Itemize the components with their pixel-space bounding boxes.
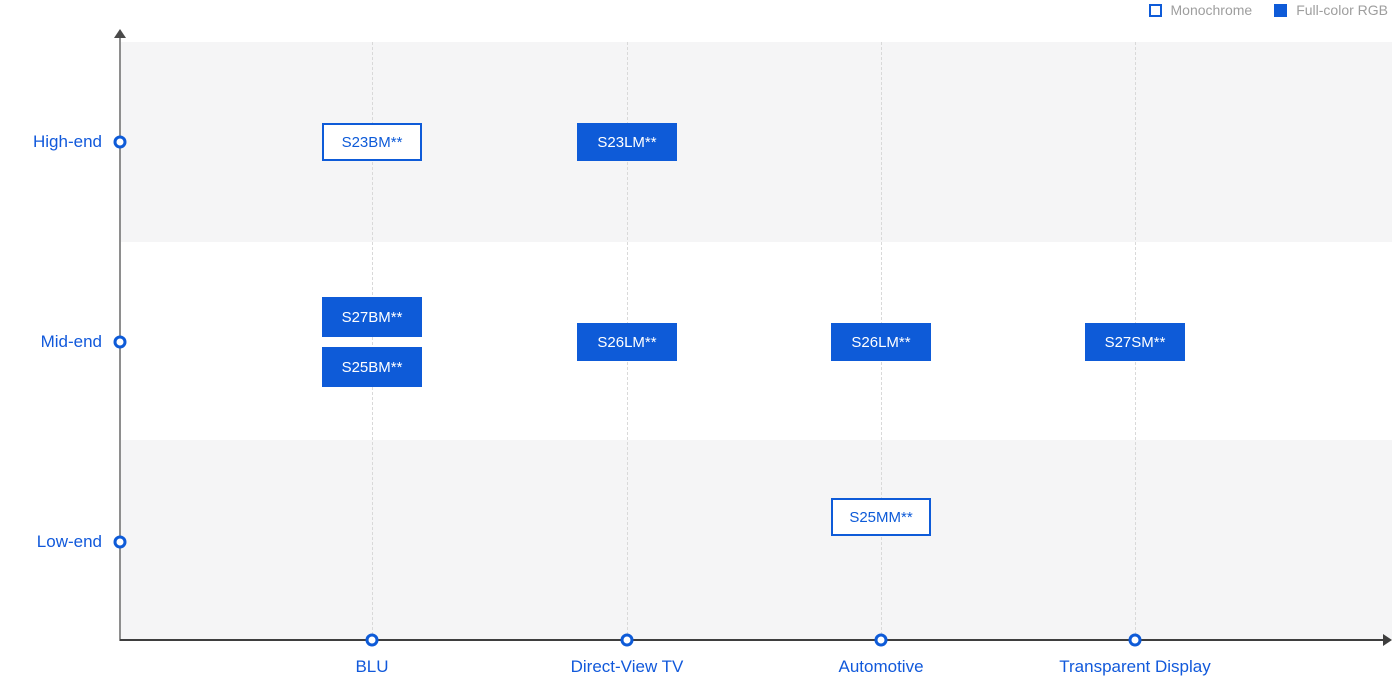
product-box-s23lm: S23LM**: [577, 123, 677, 161]
x-label-blu: BLU: [355, 657, 389, 676]
product-box-s25mm: S25MM**: [831, 498, 931, 536]
legend-label-monochrome: Monochrome: [1170, 2, 1253, 18]
x-label-direct-view-tv: Direct-View TV: [570, 657, 684, 676]
x-marker-transparent-display: [1128, 633, 1142, 647]
x-marker-blu: [365, 633, 379, 647]
product-box-s25bm: S25BM**: [322, 347, 422, 387]
y-label-high-end: High-end: [33, 132, 102, 151]
chart-legend: Monochrome Full-color RGB: [1148, 2, 1388, 18]
legend-label-full-color-rgb: Full-color RGB: [1296, 2, 1388, 18]
product-box-s26lm-automotive: S26LM**: [831, 323, 931, 361]
monochrome-swatch-icon: [1148, 3, 1162, 17]
y-label-mid-end: Mid-end: [40, 332, 102, 351]
product-box-s26lm-direct-view-tv: S26LM**: [577, 323, 677, 361]
full-color-rgb-swatch-icon: [1274, 3, 1288, 17]
y-marker-high-end: [113, 135, 127, 149]
x-marker-automotive: [874, 633, 888, 647]
y-axis-arrow-icon: [114, 29, 126, 38]
x-axis-line: [120, 639, 1384, 641]
band-low-end: [121, 440, 1392, 640]
x-label-transparent-display: Transparent Display: [1059, 657, 1211, 676]
x-axis-arrow-icon: [1383, 634, 1392, 646]
product-box-s27sm: S27SM**: [1085, 323, 1185, 361]
legend-item-monochrome: Monochrome: [1148, 2, 1253, 18]
product-box-s27bm: S27BM**: [322, 297, 422, 337]
legend-item-full-color-rgb: Full-color RGB: [1274, 2, 1388, 18]
y-marker-mid-end: [113, 335, 127, 349]
y-marker-low-end: [113, 535, 127, 549]
y-label-low-end: Low-end: [36, 532, 102, 551]
x-marker-direct-view-tv: [620, 633, 634, 647]
gridline-blu: [372, 42, 373, 640]
x-label-automotive: Automotive: [838, 657, 924, 676]
product-box-s23bm: S23BM**: [322, 123, 422, 161]
band-high-end: [121, 42, 1392, 242]
